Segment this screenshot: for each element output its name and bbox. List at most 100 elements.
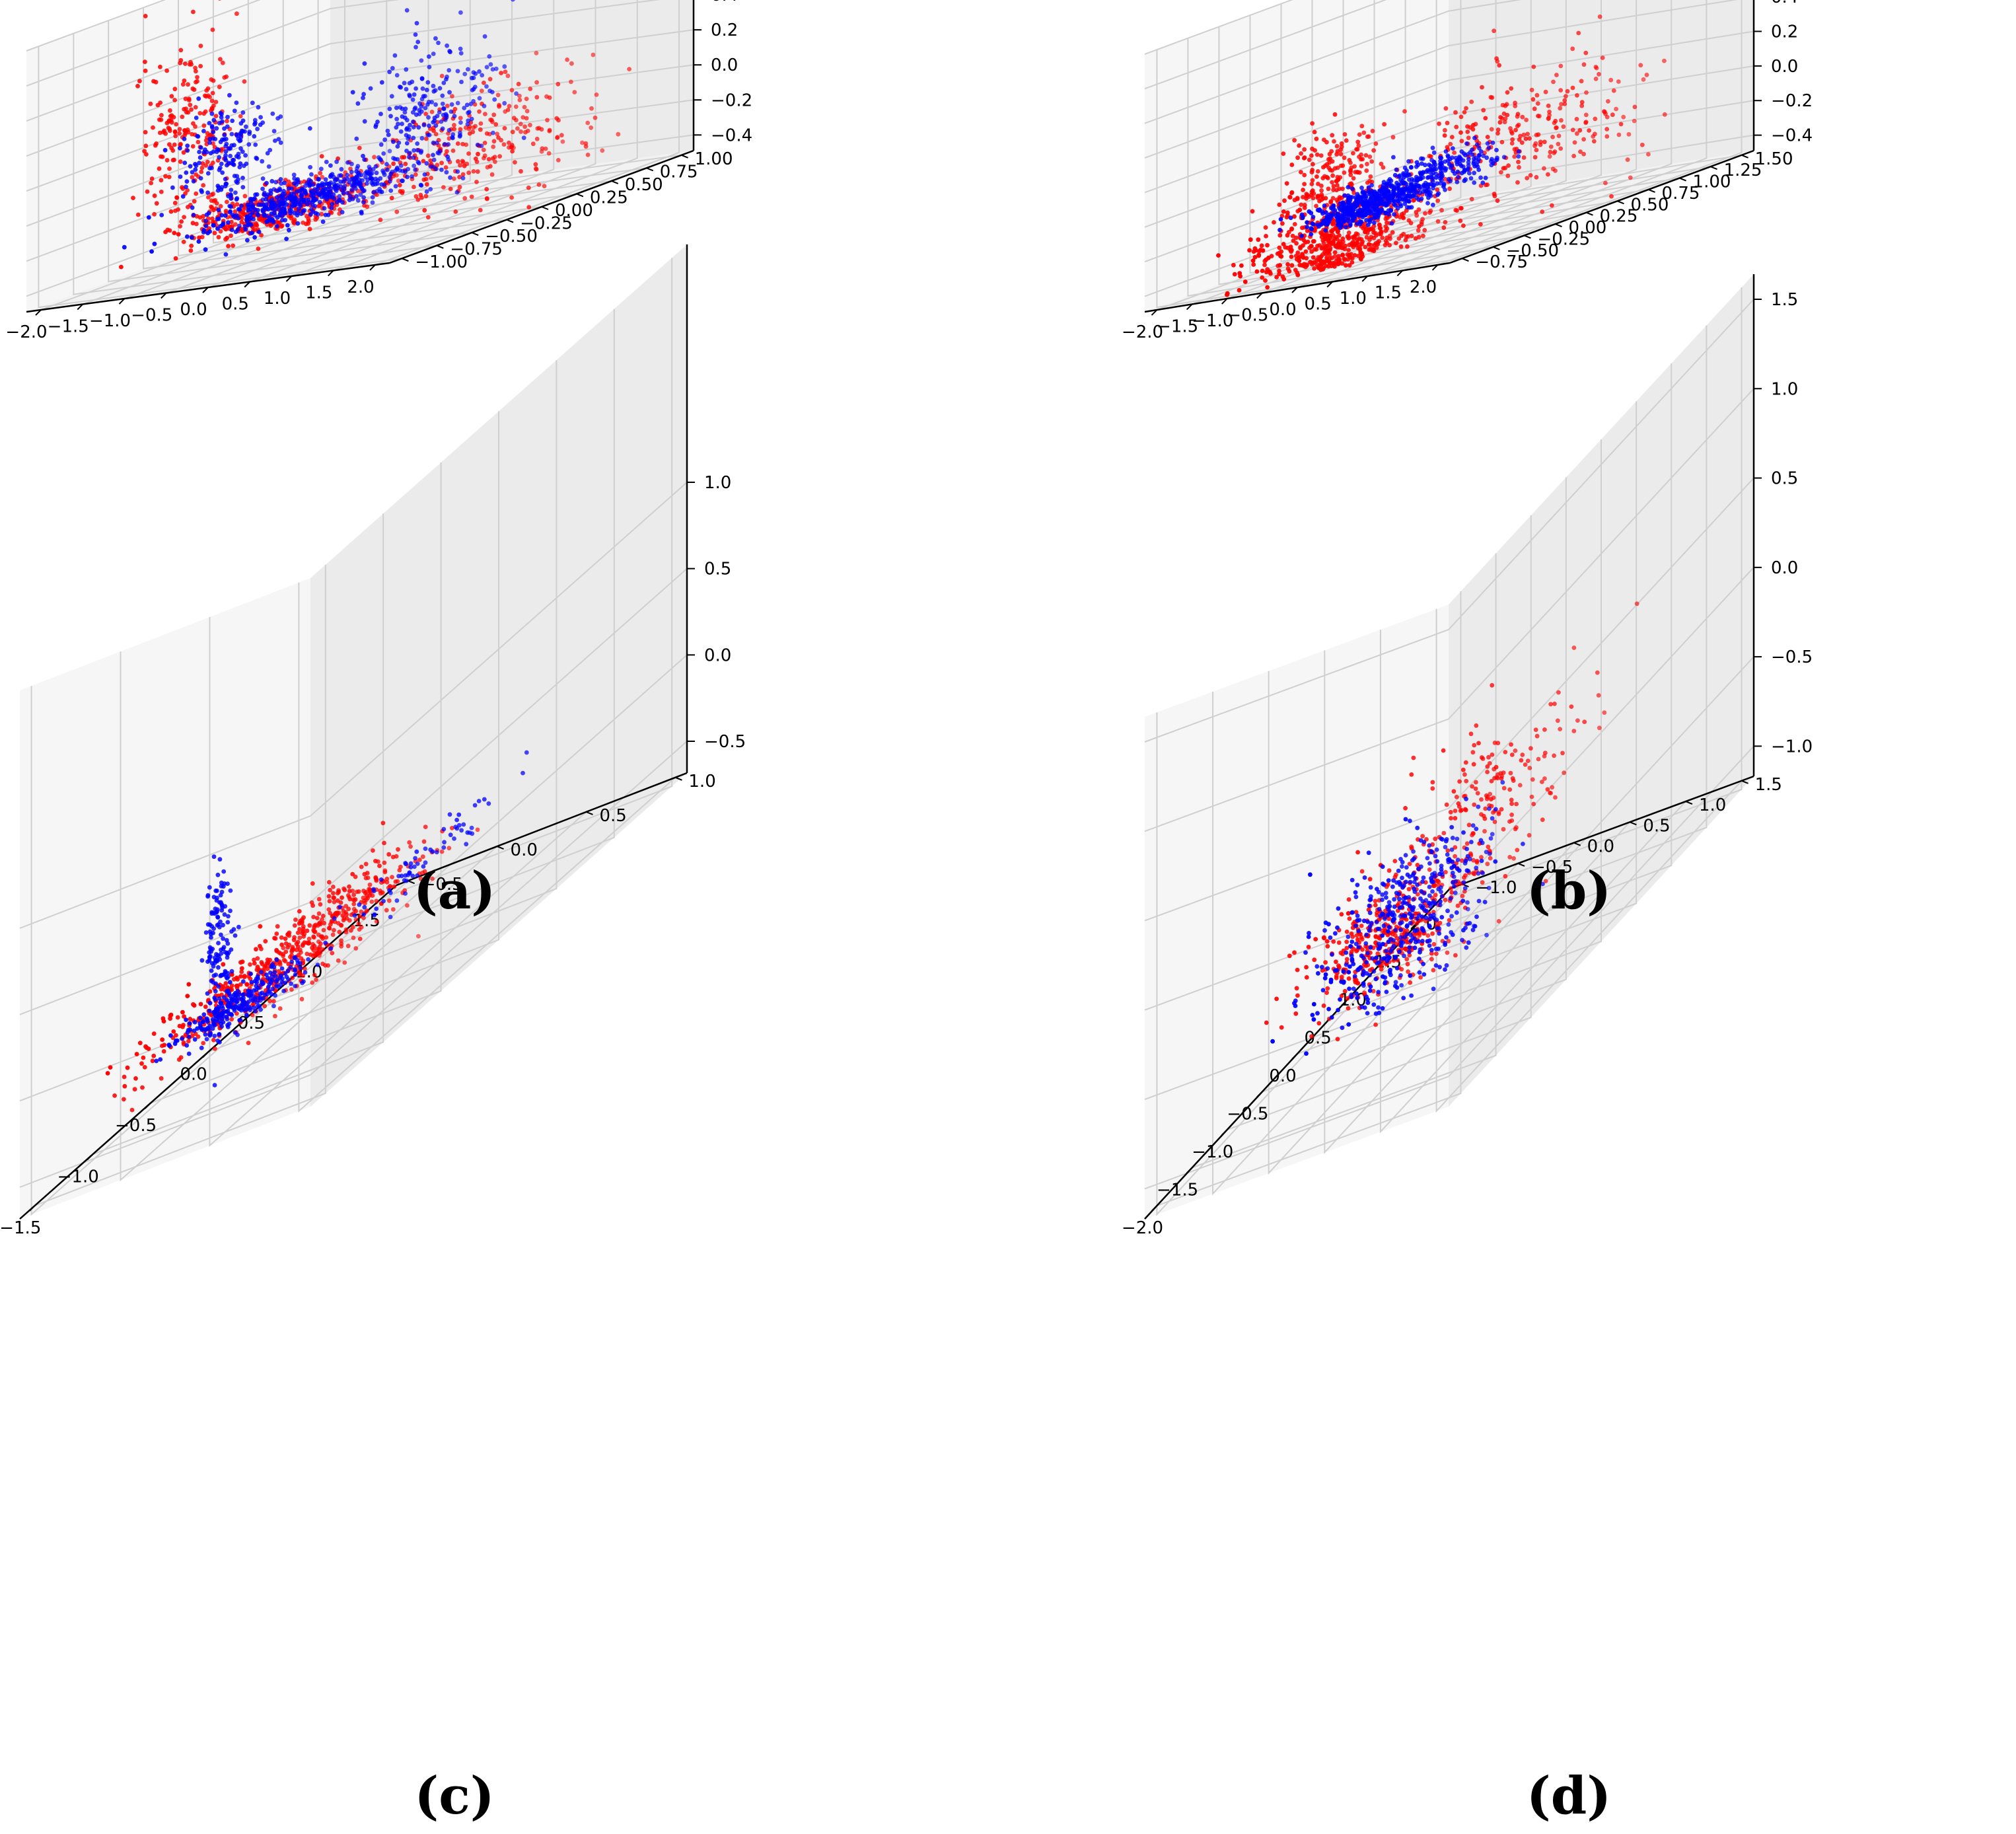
data-point-red bbox=[193, 105, 198, 110]
data-point-red bbox=[583, 141, 589, 146]
data-point-red bbox=[122, 1074, 127, 1080]
data-point-red bbox=[1510, 137, 1515, 142]
data-point-red bbox=[330, 932, 336, 937]
data-point-red bbox=[324, 935, 329, 940]
data-point-blue bbox=[477, 69, 482, 74]
grid-y bbox=[1435, 608, 1743, 1113]
data-point-red bbox=[1347, 916, 1352, 921]
data-point-red bbox=[1332, 250, 1338, 255]
data-point-red bbox=[513, 104, 519, 109]
data-point-red bbox=[171, 115, 176, 120]
data-point-red bbox=[458, 163, 462, 168]
data-point-blue bbox=[152, 241, 157, 246]
data-point-red bbox=[1351, 236, 1357, 241]
data-point-red bbox=[1301, 195, 1305, 200]
y-tick bbox=[1555, 223, 1562, 227]
data-point-blue bbox=[317, 200, 322, 205]
data-point-blue bbox=[428, 187, 433, 192]
data-point-blue bbox=[373, 182, 378, 187]
data-point-red bbox=[320, 961, 325, 967]
data-point-red bbox=[185, 188, 190, 193]
data-point-red bbox=[430, 876, 435, 881]
data-point-blue bbox=[390, 65, 395, 71]
data-point-red bbox=[137, 79, 142, 84]
data-point-red bbox=[1420, 217, 1425, 222]
data-point-blue bbox=[196, 134, 201, 139]
data-point-red bbox=[1516, 159, 1521, 165]
data-point-red bbox=[483, 112, 487, 117]
data-point-red bbox=[1435, 198, 1441, 203]
data-point-blue bbox=[275, 116, 280, 121]
x-tick-label: −2.0 bbox=[1122, 322, 1163, 342]
data-point-red bbox=[1354, 147, 1359, 152]
data-point-blue bbox=[298, 203, 303, 208]
data-point-blue bbox=[452, 836, 456, 841]
data-point-red bbox=[1428, 154, 1433, 159]
data-point-red bbox=[297, 927, 302, 932]
data-point-red bbox=[152, 211, 157, 217]
data-point-red bbox=[1355, 232, 1360, 237]
data-point-red bbox=[1252, 254, 1258, 260]
data-point-red bbox=[482, 153, 487, 159]
data-point-blue bbox=[469, 825, 474, 830]
data-point-blue bbox=[1431, 167, 1437, 172]
data-point-red bbox=[1340, 186, 1345, 192]
data-point-blue bbox=[215, 184, 221, 188]
data-point-blue bbox=[354, 194, 359, 199]
data-point-red bbox=[171, 1029, 176, 1034]
data-point-blue bbox=[1419, 196, 1424, 202]
data-point-red bbox=[1267, 270, 1272, 274]
x-tick bbox=[1186, 303, 1193, 311]
series-blue bbox=[154, 750, 529, 1087]
data-point-blue bbox=[1478, 175, 1484, 180]
data-point-red bbox=[1489, 127, 1494, 132]
data-point-blue bbox=[410, 174, 414, 179]
data-point-red bbox=[312, 943, 317, 949]
data-point-red bbox=[1302, 262, 1307, 267]
data-point-red bbox=[1558, 63, 1564, 69]
data-point-blue bbox=[277, 188, 283, 192]
data-point-red bbox=[218, 203, 223, 209]
data-point-blue bbox=[1359, 201, 1365, 206]
data-point-red bbox=[1379, 161, 1384, 166]
data-point-red bbox=[209, 98, 215, 104]
data-point-blue bbox=[1325, 221, 1330, 227]
data-point-blue bbox=[490, 67, 495, 72]
x-tick-label: −0.5 bbox=[1227, 306, 1268, 326]
data-point-red bbox=[1373, 141, 1379, 146]
data-point-blue bbox=[334, 188, 339, 194]
data-point-red bbox=[1335, 149, 1340, 154]
data-point-blue bbox=[473, 71, 478, 76]
data-point-red bbox=[256, 217, 262, 221]
data-point-red bbox=[1405, 961, 1410, 967]
data-point-red bbox=[386, 898, 392, 903]
data-point-blue bbox=[217, 155, 222, 160]
data-point-red bbox=[1608, 77, 1614, 83]
data-point-blue bbox=[174, 1038, 178, 1043]
data-point-red bbox=[328, 922, 333, 927]
data-point-red bbox=[357, 936, 363, 941]
data-point-blue bbox=[464, 842, 469, 847]
data-point-red bbox=[148, 101, 153, 106]
data-point-red bbox=[351, 906, 357, 912]
data-point-red bbox=[1216, 253, 1221, 258]
data-point-red bbox=[413, 172, 418, 177]
data-point-blue bbox=[418, 182, 423, 188]
data-point-red bbox=[142, 1065, 147, 1070]
data-point-red bbox=[143, 129, 148, 135]
data-point-red bbox=[310, 980, 315, 985]
data-point-blue bbox=[424, 87, 429, 92]
data-point-blue bbox=[412, 163, 416, 168]
y-tick bbox=[436, 244, 444, 249]
data-point-red bbox=[1368, 246, 1373, 252]
data-point-red bbox=[1285, 266, 1291, 272]
data-point-blue bbox=[375, 178, 380, 183]
data-point-red bbox=[1401, 231, 1406, 237]
data-point-blue bbox=[225, 114, 230, 120]
data-point-blue bbox=[408, 861, 414, 866]
y-tick-label: 1.25 bbox=[1724, 161, 1762, 180]
data-point-blue bbox=[419, 96, 425, 102]
data-point-blue bbox=[1466, 160, 1471, 165]
data-point-blue bbox=[196, 239, 201, 244]
data-point-red bbox=[1644, 73, 1649, 77]
